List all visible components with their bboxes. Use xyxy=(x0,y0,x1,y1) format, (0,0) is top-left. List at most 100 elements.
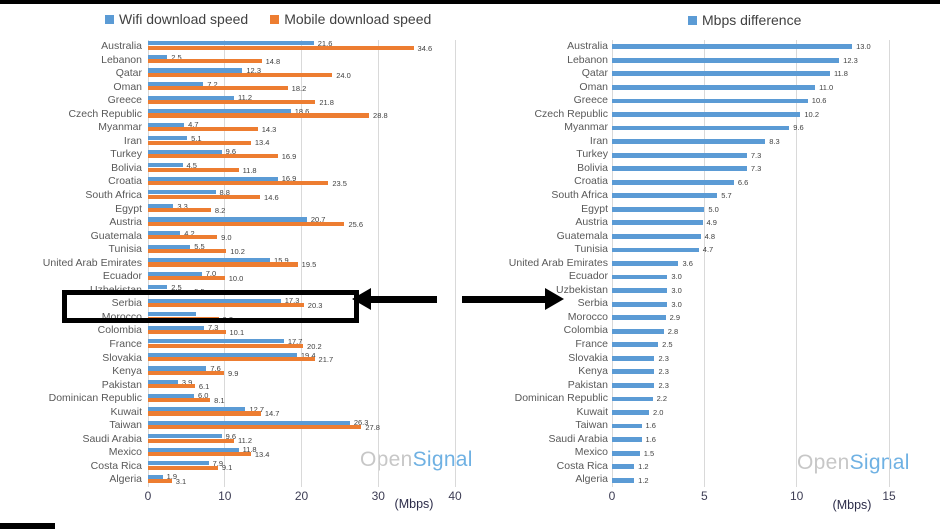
country-label: Ecuador xyxy=(102,270,142,283)
wifi-bar xyxy=(148,366,207,371)
country-label: South Africa xyxy=(551,188,608,201)
legend-label: Mbps difference xyxy=(702,12,802,28)
value-label: 17.7 xyxy=(287,336,303,346)
country-label: Costa Rica xyxy=(556,459,608,472)
wifi-mobile-chart: Wifi download speed Mobile download speed… xyxy=(43,11,473,511)
difference-bar xyxy=(612,355,655,361)
country-label: Iran xyxy=(123,134,142,147)
wifi-bar xyxy=(148,461,209,466)
country-label: Australia xyxy=(567,40,608,52)
country-label: Lebanon xyxy=(567,53,608,66)
value-label: 3.9 xyxy=(181,377,193,387)
value-label: 4.2 xyxy=(184,228,195,238)
serbia-highlight-box xyxy=(62,290,359,323)
axis-tick-label: 5 xyxy=(701,489,708,503)
wifi-bar xyxy=(148,176,278,181)
value-label: 12.7 xyxy=(249,404,265,414)
watermark-open-text: Open xyxy=(797,451,850,474)
country-label: Qatar xyxy=(115,67,142,80)
value-label: 1.5 xyxy=(643,448,655,458)
wifi-bar xyxy=(148,380,178,385)
opensignal-watermark-left: OpenSignal xyxy=(360,448,473,472)
difference-bar xyxy=(612,98,808,104)
axis-tick-label: 15 xyxy=(882,489,896,503)
difference-bar xyxy=(612,383,655,388)
country-label: France xyxy=(109,337,142,350)
watermark-open-text: Open xyxy=(360,448,413,471)
country-label: Turkey xyxy=(576,148,608,161)
country-label: Dominican Republic xyxy=(514,392,608,405)
wifi-bar xyxy=(148,339,284,344)
difference-bar xyxy=(612,179,734,185)
value-label: 1.2 xyxy=(638,462,649,472)
country-label: Dominican Republic xyxy=(48,392,142,405)
value-label: 28.8 xyxy=(373,111,388,121)
mobile-bar xyxy=(148,72,333,77)
mobile-bar xyxy=(148,479,172,484)
value-label: 14.8 xyxy=(265,57,281,67)
value-label: 3.3 xyxy=(177,201,188,211)
value-label: 14.6 xyxy=(264,192,279,202)
value-label: 19.5 xyxy=(301,260,317,270)
country-label: Taiwan xyxy=(109,419,142,432)
watermark-signal-text: Signal xyxy=(412,448,473,471)
right-x-axis-unit: (Mbps) xyxy=(832,498,872,512)
value-label: 2.3 xyxy=(658,367,669,377)
difference-bar xyxy=(612,71,830,77)
left-x-axis-unit: (Mbps) xyxy=(394,497,434,511)
wifi-bar xyxy=(148,285,168,290)
value-label: 17.3 xyxy=(284,296,300,306)
value-label: 11.2 xyxy=(237,436,252,446)
wifi-bar xyxy=(148,298,281,303)
mobile-bar xyxy=(148,465,218,470)
mobile-bar xyxy=(148,113,370,118)
value-label: 13.4 xyxy=(254,138,270,148)
mobile-bar xyxy=(148,303,304,308)
difference-bar xyxy=(612,288,668,293)
value-label: 10.2 xyxy=(230,246,245,256)
value-label: 20.7 xyxy=(310,215,326,225)
mobile-bar xyxy=(148,384,195,389)
value-label: 10.6 xyxy=(811,96,827,106)
value-label: 10.2 xyxy=(804,109,819,119)
value-label: 2.5 xyxy=(171,52,182,62)
value-label: 4.7 xyxy=(702,245,714,255)
legend-label: Mobile download speed xyxy=(284,11,432,27)
legend-label: Wifi download speed xyxy=(119,11,249,27)
watermark-signal-text: Signal xyxy=(849,451,910,474)
value-label: 11.8 xyxy=(833,69,848,79)
value-label: 20.3 xyxy=(307,300,323,310)
value-label: 8.2 xyxy=(214,206,226,216)
mobile-bar xyxy=(148,140,251,145)
value-label: 25.6 xyxy=(348,219,364,229)
value-label: 5.7 xyxy=(721,191,732,201)
difference-bar xyxy=(612,152,747,158)
value-label: 7.9 xyxy=(212,458,224,468)
legend-item: Wifi download speed xyxy=(105,11,248,27)
bottom-border-strip xyxy=(0,523,55,529)
value-label: 9.1 xyxy=(221,463,233,473)
mobile-bar xyxy=(148,411,261,416)
mobile-bar xyxy=(148,99,316,104)
left-chart-legend: Wifi download speed Mobile download speed xyxy=(105,11,431,27)
difference-bar xyxy=(612,247,699,253)
value-label: 1.6 xyxy=(645,435,656,444)
country-label: Greece xyxy=(573,94,608,107)
value-label: 4.9 xyxy=(706,218,717,228)
value-label: 26.3 xyxy=(353,418,369,428)
value-label: 3.0 xyxy=(671,272,682,282)
difference-bar xyxy=(612,206,705,212)
value-label: 3.0 xyxy=(671,299,682,309)
wifi-bar xyxy=(148,352,297,358)
difference-bar xyxy=(612,166,747,172)
value-label: 8.1 xyxy=(214,395,225,405)
value-label: 9.6 xyxy=(225,431,237,441)
legend-swatch-icon xyxy=(105,14,114,24)
value-label: 13.4 xyxy=(254,449,270,459)
top-border-strip xyxy=(0,0,940,4)
country-label: Guatemala xyxy=(556,229,608,242)
country-label: Pakistan xyxy=(567,378,608,391)
right-arrow-shaft xyxy=(462,296,545,303)
wifi-bar xyxy=(148,163,183,168)
